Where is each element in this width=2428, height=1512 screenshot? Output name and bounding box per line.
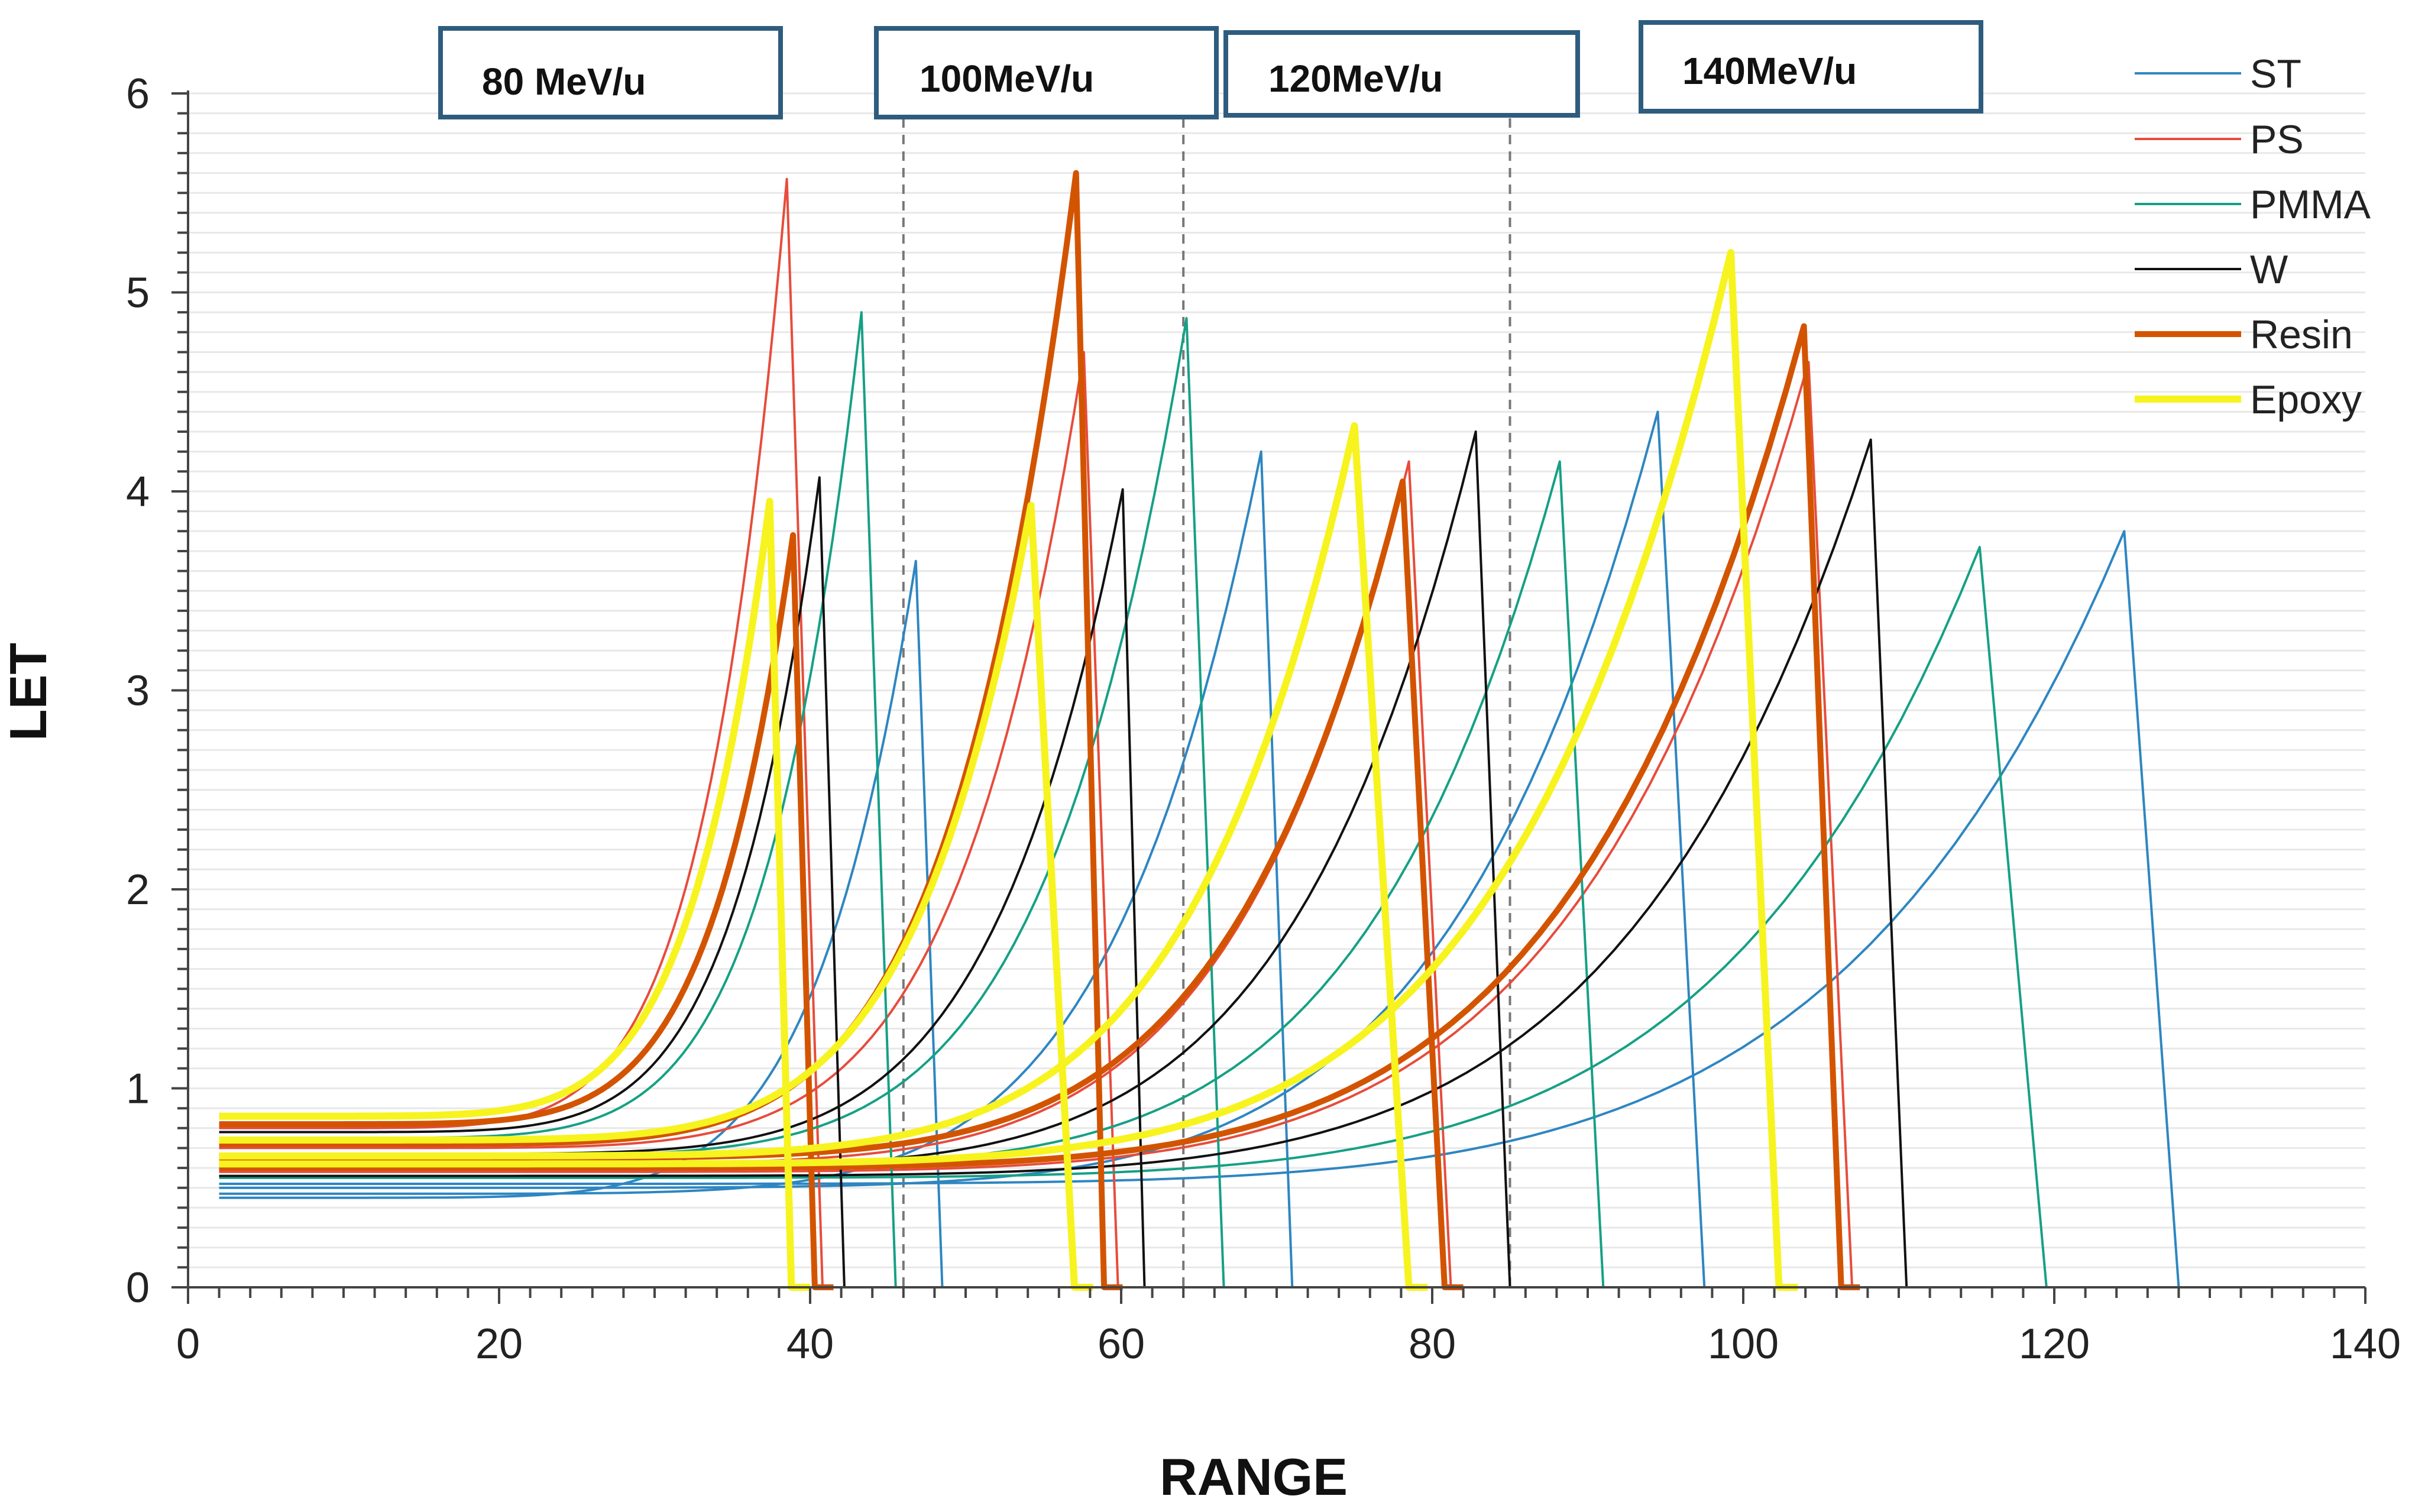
energy-label-80: 80 MeV/u: [438, 26, 783, 119]
energy-label-box: [1223, 30, 1580, 118]
series-curve: [219, 351, 1137, 1288]
legend-label-pmma: PMMA: [2250, 182, 2371, 227]
y-tick-label: 1: [126, 1066, 150, 1113]
energy-label-100: 100MeV/u: [874, 26, 1219, 119]
x-tick-label: 80: [1409, 1320, 1456, 1368]
legend-item-ps: PS: [2135, 117, 2304, 162]
legend: ST PS PMMA W Resin Epoxy: [2135, 51, 2371, 422]
legend-item-st: ST: [2135, 51, 2301, 96]
legend-item-pmma: PMMA: [2135, 182, 2371, 227]
axis-layer: [171, 90, 2367, 1304]
energy-label-box: [874, 26, 1219, 119]
series-curve: [219, 249, 1798, 1291]
series-curve: [219, 323, 1860, 1290]
y-axis-title: LET: [0, 643, 57, 741]
series-layer: [219, 170, 2197, 1291]
series-curve: [219, 361, 1871, 1288]
legend-item-resin: Resin: [2135, 312, 2353, 357]
y-tick-label: 5: [126, 270, 150, 317]
series-curve: [219, 530, 2197, 1288]
series-epoxy: [219, 249, 1798, 1291]
y-tick-label: 3: [126, 668, 150, 715]
x-tick-label: 40: [786, 1320, 834, 1368]
energy-label-text: 120MeV/u: [1268, 57, 1443, 100]
legend-item-epoxy: Epoxy: [2135, 377, 2362, 422]
energy-label-text: 140MeV/u: [1682, 50, 1857, 92]
series-curve: [219, 497, 810, 1291]
series-curve: [219, 546, 2066, 1288]
y-tick-label: 6: [126, 70, 150, 118]
series-curve: [219, 422, 1428, 1291]
x-axis-title: RANGE: [1160, 1448, 1348, 1506]
energy-label-box: [438, 26, 783, 119]
y-tick-label: 0: [126, 1264, 150, 1312]
x-tick-label: 100: [1708, 1320, 1779, 1368]
energy-label-box: [1639, 20, 1983, 114]
x-tick-label: 0: [176, 1320, 200, 1368]
legend-item-w: W: [2135, 247, 2288, 292]
y-tick-label: 4: [126, 468, 150, 516]
y-tick-label: 2: [126, 866, 150, 914]
legend-label-st: ST: [2250, 51, 2301, 96]
legend-label-w: W: [2250, 247, 2288, 292]
legend-label-resin: Resin: [2250, 312, 2353, 357]
legend-label-epoxy: Epoxy: [2250, 377, 2362, 422]
energy-divider-layer: [902, 118, 1511, 1287]
series-curve: [219, 501, 1093, 1291]
energy-label-120: 120MeV/u: [1223, 30, 1580, 118]
energy-label-text: 80 MeV/u: [482, 60, 646, 103]
energy-label-140: 140MeV/u: [1639, 20, 1983, 114]
x-tick-label: 120: [2019, 1320, 2090, 1368]
series-curve: [219, 410, 1723, 1288]
energy-label-text: 100MeV/u: [920, 57, 1094, 100]
series-curve: [219, 438, 1925, 1288]
series-curve: [219, 532, 834, 1290]
legend-label-ps: PS: [2250, 117, 2304, 162]
series-curve: [219, 476, 863, 1288]
x-tick-label: 60: [1098, 1320, 1145, 1368]
x-tick-label: 20: [475, 1320, 523, 1368]
x-tick-label: 140: [2330, 1320, 2401, 1368]
